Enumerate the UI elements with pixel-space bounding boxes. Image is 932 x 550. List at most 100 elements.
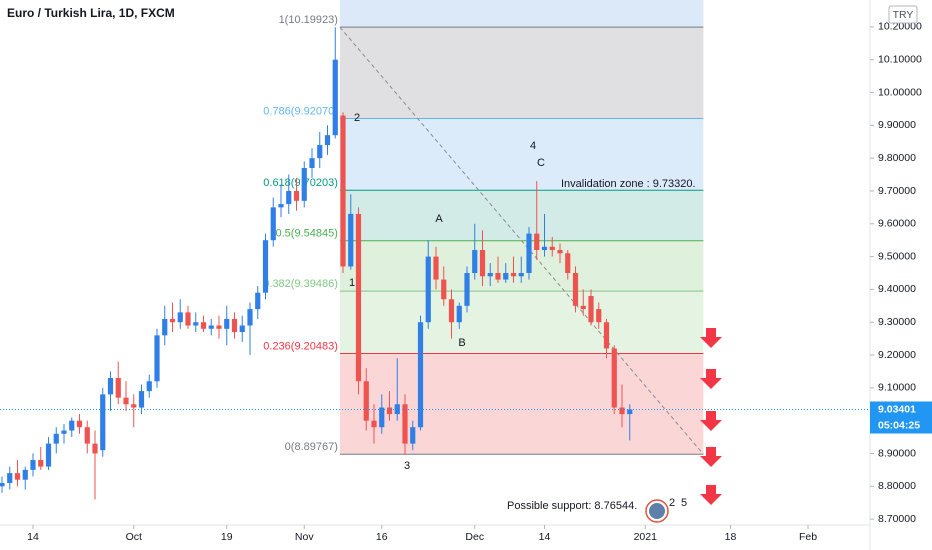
candle-body [84,427,90,444]
y-tick-label: 8.80000 [878,480,916,492]
candle-body [371,420,377,428]
y-tick-label: 9.30000 [878,316,916,328]
y-tick-label: 9.50000 [878,250,916,262]
y-tick-label: 8.90000 [878,447,916,459]
candle-body [14,473,21,480]
candle-body [410,427,416,444]
fib-band [339,0,704,28]
fib-label: 0(8.89767) [285,441,338,453]
candle-body [278,204,284,208]
candle-body [255,292,261,310]
annotation: B [458,337,465,349]
candle-body [100,394,106,451]
candle-body [549,246,555,251]
countdown-label: 05:04:25 [878,419,920,431]
candle-body [154,335,160,382]
candle-body [224,318,230,329]
arrow [700,328,722,348]
annotation: C [537,157,545,169]
author-icon [645,499,669,523]
candle-body [386,407,393,415]
candle-body [611,348,617,408]
candle-body [627,409,633,415]
icon-ring [645,499,669,523]
y-tick-label: 10.10000 [878,54,922,66]
candle-body [363,381,369,421]
candle-body [588,295,594,323]
x-tick-label: 16 [376,531,388,543]
candle-body [247,309,253,326]
candle-body [22,469,28,480]
candle-body [309,158,315,168]
countdown-box [870,417,932,434]
y-tick-label: 10.00000 [878,86,922,98]
candles [0,27,633,500]
fib-label: 0.618(9.70203) [263,177,338,189]
candle-body [603,322,610,349]
candle-body [379,407,385,428]
candle-body [115,378,121,398]
candle-body [162,318,168,336]
candle-body [448,299,455,323]
candle-body [572,273,579,306]
candle-body [487,273,493,277]
x-tick-label: 14 [27,531,39,543]
last-price-box [870,401,932,418]
annotation: 5 [681,497,687,509]
annotation: Invalidation zone : 9.73320. [561,178,696,190]
candle-body [355,213,362,382]
candle-body [208,325,214,329]
candle-body [38,460,44,467]
candle-body [45,443,52,467]
candle-body [580,305,586,310]
fib-band [339,353,704,455]
candle-body [541,246,548,251]
candle-body [565,253,571,273]
annotation: 2 [354,112,360,124]
annotation: 4 [530,140,536,152]
candle-body [53,433,59,444]
fib-retracement: 1(10.19923) 0.786(9.92070) 0.618(9.70203) 0… [263,0,704,455]
candle-body [61,430,67,434]
candle-body [216,325,222,329]
currency-box[interactable] [888,5,918,24]
fib-label: 0.382(9.39486) [263,278,338,290]
candle-body [441,279,447,300]
candle-body [301,168,307,201]
candle-body [479,250,486,277]
candle-body [464,273,470,306]
candle-body [557,250,563,254]
candle-body [456,305,462,323]
candle-body [596,309,602,323]
chart-title: Euro / Turkish Lira, 1D, FXCM [7,6,175,20]
annotation: A [435,213,443,225]
candle-body [324,135,331,146]
y-tick-label: 9.90000 [878,119,916,131]
y-tick-label: 9.40000 [878,283,916,295]
candle-body [286,190,292,205]
candle-body [107,378,114,395]
fib-band [339,118,704,191]
annotation: 2 [669,497,675,509]
candle-body [503,273,509,280]
candle-body [231,318,238,333]
fib-label: 0.236(9.20483) [263,340,338,352]
candle-body [239,325,245,333]
candle-body [526,233,532,273]
candle-body [177,312,183,323]
candle-body [0,483,5,487]
candle-body [317,145,323,159]
candle-body [433,256,439,280]
last-price-label: 9.03401 [878,403,916,415]
candle-body [510,273,517,277]
candle-body [495,273,501,280]
candle-body [131,404,137,408]
arrow [700,411,722,431]
x-tick-label: 19 [221,531,233,543]
currency-label[interactable]: TRY [893,9,914,21]
y-tick-label: 9.80000 [878,152,916,164]
x-tick-label: 18 [725,531,737,543]
annotation: 1 [349,277,355,289]
fib-label: 0.786(9.92070) [263,105,338,117]
